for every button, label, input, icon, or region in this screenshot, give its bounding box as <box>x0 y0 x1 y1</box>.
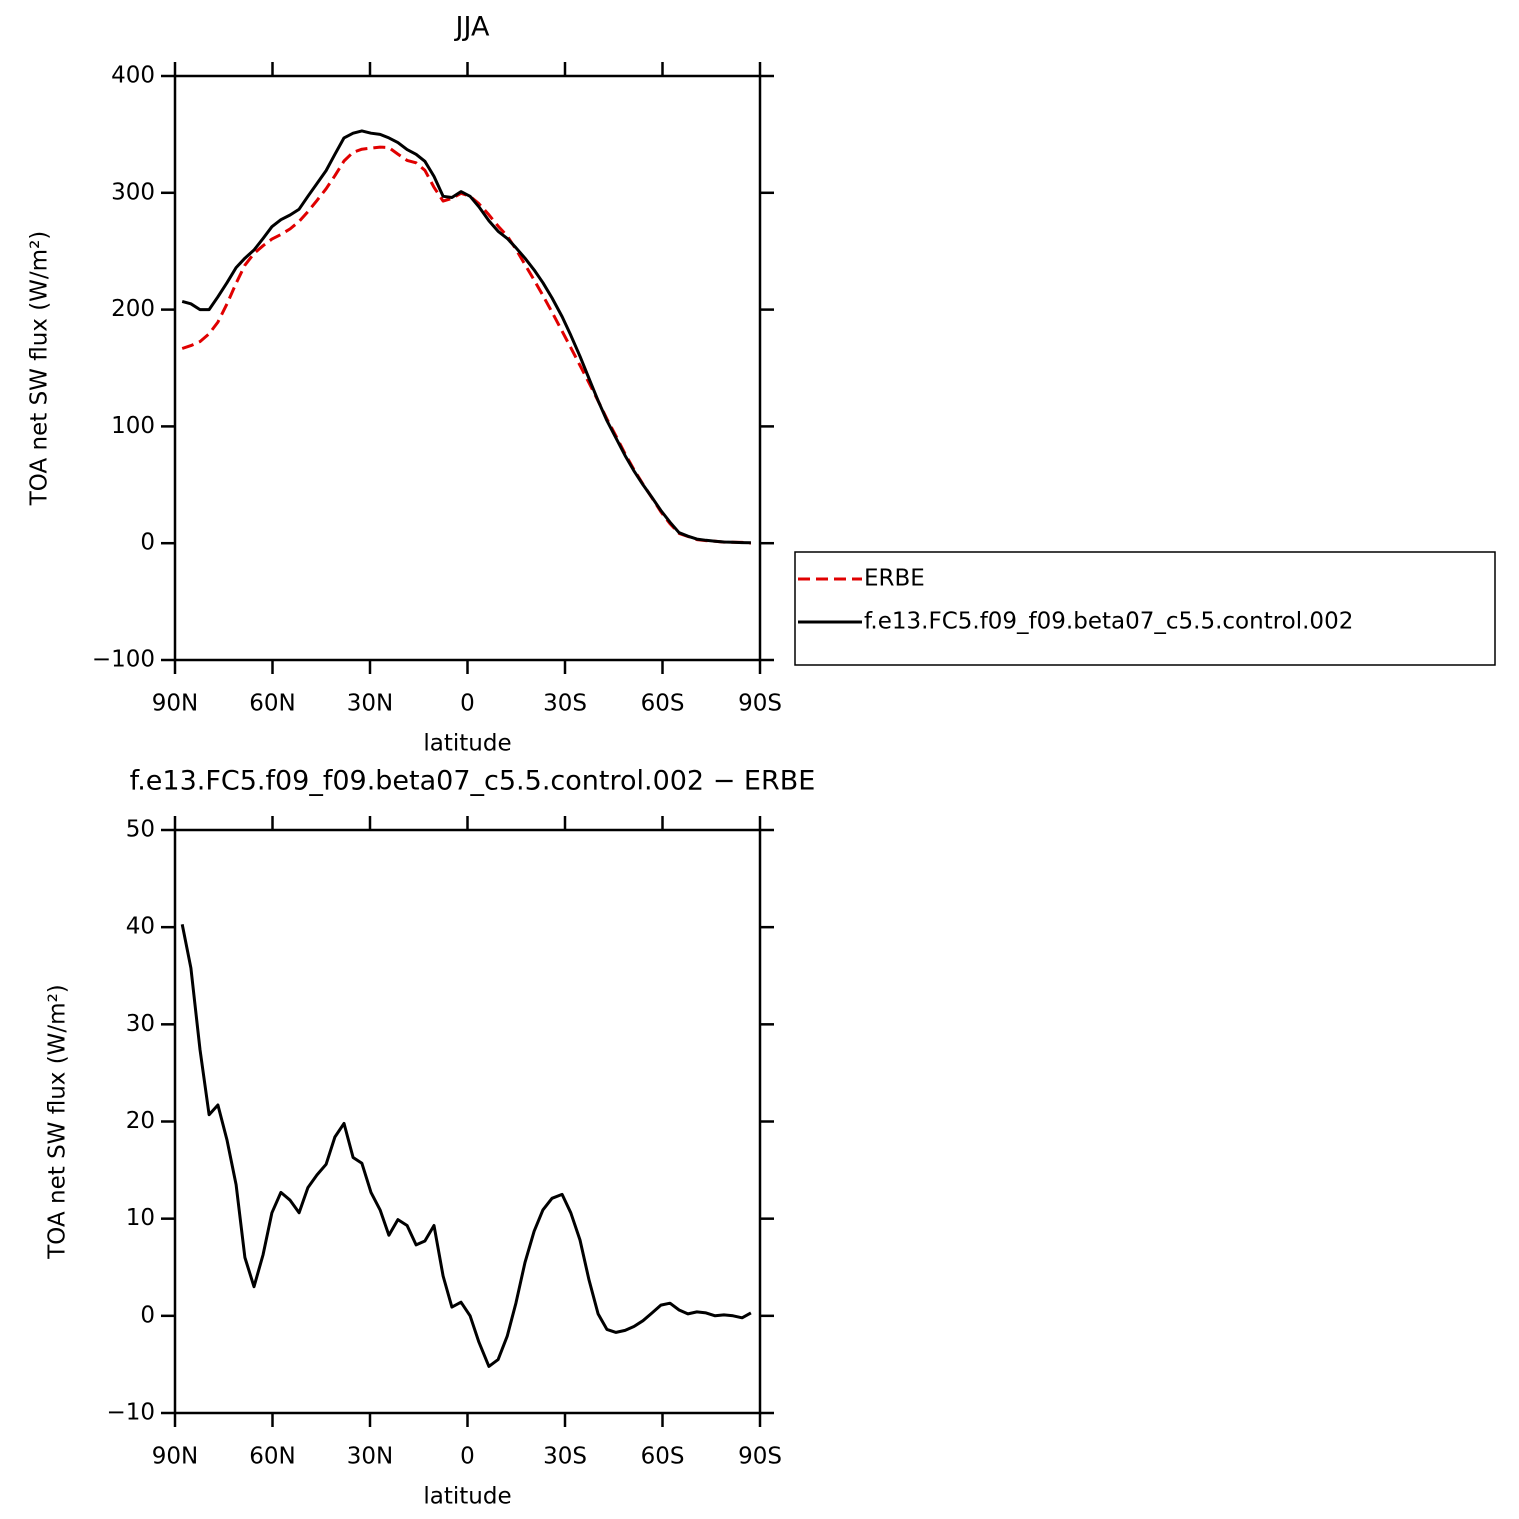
x-tick-label: 30N <box>347 1444 393 1470</box>
legend-box <box>794 551 1496 666</box>
y-tick-label: 200 <box>111 296 155 322</box>
x-tick-label: 60N <box>249 691 295 717</box>
y-tick-label: 300 <box>111 179 155 205</box>
legend-label: ERBE <box>864 566 925 592</box>
x-tick-label: 90N <box>152 691 198 717</box>
x-tick-label: 90S <box>738 1444 782 1470</box>
chart-title: f.e13.FC5.f09_f09.beta07_c5.5.control.00… <box>130 766 816 797</box>
y-tick-label: 0 <box>140 530 155 556</box>
x-tick-label: 0 <box>460 1444 475 1470</box>
y-axis-label: TOA net SW flux (W/m²) <box>45 984 71 1260</box>
x-tick-label: 60S <box>641 1444 685 1470</box>
x-tick-label: 30S <box>543 1444 587 1470</box>
x-tick-label: 30N <box>347 691 393 717</box>
chart-title: JJA <box>454 12 490 43</box>
y-tick-label: 30 <box>126 1011 155 1037</box>
y-tick-label: 100 <box>111 413 155 439</box>
x-tick-label: 30S <box>543 691 587 717</box>
x-tick-label: 60S <box>641 691 685 717</box>
x-tick-label: 90S <box>738 691 782 717</box>
y-tick-label: −10 <box>106 1400 155 1426</box>
y-tick-label: 40 <box>126 914 155 940</box>
y-tick-label: 20 <box>126 1108 155 1134</box>
x-axis-label: latitude <box>423 731 511 757</box>
y-tick-label: 10 <box>126 1205 155 1231</box>
x-axis-label: latitude <box>423 1484 511 1510</box>
x-tick-label: 0 <box>460 691 475 717</box>
data-line <box>181 145 752 545</box>
y-tick-label: 400 <box>111 63 155 89</box>
x-tick-label: 60N <box>249 1444 295 1470</box>
data-line <box>180 924 752 1368</box>
y-tick-label: 50 <box>126 817 155 843</box>
plot-frame <box>173 828 762 1415</box>
plot-frame <box>173 74 762 662</box>
y-tick-label: −100 <box>92 647 155 673</box>
legend-label: f.e13.FC5.f09_f09.beta07_c5.5.control.00… <box>864 609 1353 635</box>
y-tick-label: 0 <box>140 1302 155 1328</box>
data-line <box>181 129 751 545</box>
y-axis-label: TOA net SW flux (W/m²) <box>27 231 53 507</box>
x-tick-label: 90N <box>152 1444 198 1470</box>
